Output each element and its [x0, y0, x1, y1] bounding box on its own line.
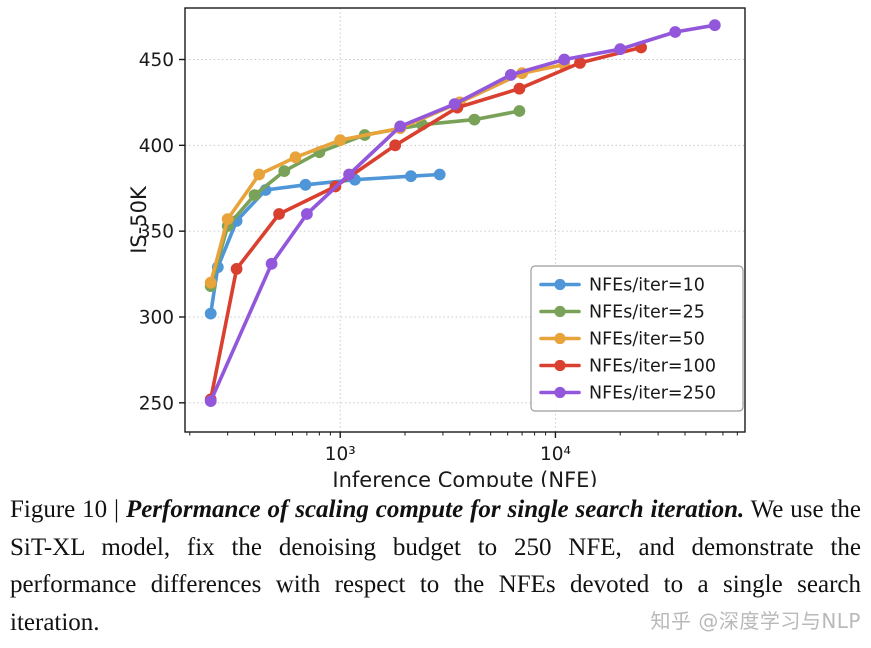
- data-point: [513, 105, 526, 117]
- legend-label: NFEs/iter=50: [589, 330, 705, 350]
- data-point: [289, 151, 302, 164]
- data-point: [230, 263, 243, 275]
- data-point: [343, 168, 356, 181]
- x-tick-label: 10³: [325, 444, 356, 465]
- data-point: [389, 139, 402, 152]
- legend-item: NFEs/iter=250: [539, 384, 716, 404]
- data-point: [448, 98, 461, 110]
- caption-body: We use the SiT-XL model, fix the denoisi…: [10, 496, 862, 636]
- y-axis: 250 300 350 400 450: [139, 50, 185, 414]
- legend-label: NFEs/iter=250: [589, 384, 716, 404]
- data-point: [204, 395, 217, 408]
- legend-label: NFEs/iter=100: [589, 357, 716, 377]
- data-point: [334, 134, 347, 147]
- caption-emphasis: Performance of scaling compute for singl…: [125, 496, 745, 523]
- series-line: [208, 172, 442, 316]
- chart-svg: 250 300 350 400 450 10³ 10⁴ Inference Compute (…: [127, 7, 746, 487]
- legend-item: NFEs/iter=10: [539, 276, 705, 296]
- y-tick-label: 350: [139, 222, 174, 243]
- series-nfes-iter-25: [204, 105, 526, 293]
- caption-figure-label: Figure 10 |: [10, 496, 126, 523]
- data-point: [708, 19, 721, 32]
- y-tick-label: 450: [139, 50, 174, 71]
- data-point: [221, 213, 234, 226]
- y-axis-label: IS-50K: [127, 185, 151, 254]
- data-point: [504, 69, 517, 81]
- legend-label: NFEs/iter=25: [589, 303, 705, 323]
- data-point: [433, 168, 446, 181]
- data-point: [513, 82, 526, 95]
- data-point: [299, 178, 312, 191]
- data-point: [273, 208, 286, 220]
- y-tick-label: 250: [139, 393, 174, 414]
- legend: NFEs/iter=10 NFEs/iter=25 NFEs/iter=50 NFEs…: [530, 265, 744, 412]
- x-tick-label: 10⁴: [540, 444, 571, 465]
- legend-item: NFEs/iter=50: [539, 330, 705, 350]
- figure-caption: Figure 10 | Performance of scaling compu…: [10, 491, 861, 641]
- data-point: [278, 165, 291, 178]
- figure-10: 250 300 350 400 450 10³ 10⁴ Inference Compute (…: [127, 7, 746, 487]
- data-point: [248, 189, 261, 202]
- data-point: [204, 276, 217, 289]
- data-point: [301, 208, 313, 220]
- legend-item: NFEs/iter=100: [539, 357, 716, 377]
- data-point: [558, 53, 571, 66]
- series-nfes-iter-250: [204, 19, 721, 408]
- legend-label: NFEs/iter=10: [589, 276, 705, 296]
- data-point: [669, 26, 682, 38]
- legend-item: NFEs/iter=25: [539, 303, 705, 323]
- legend-box: [530, 265, 744, 412]
- data-point: [253, 168, 266, 181]
- y-tick-label: 400: [139, 136, 174, 157]
- data-point: [265, 257, 278, 270]
- plot-border: [184, 7, 746, 433]
- x-axis-label: Inference Compute (NFE): [332, 468, 597, 487]
- y-tick-label: 300: [139, 307, 174, 328]
- data-point: [394, 120, 407, 133]
- data-point: [204, 307, 217, 320]
- x-axis: 10³ 10⁴: [189, 432, 738, 465]
- data-point: [468, 113, 481, 126]
- data-point: [614, 43, 627, 56]
- data-point: [405, 170, 417, 183]
